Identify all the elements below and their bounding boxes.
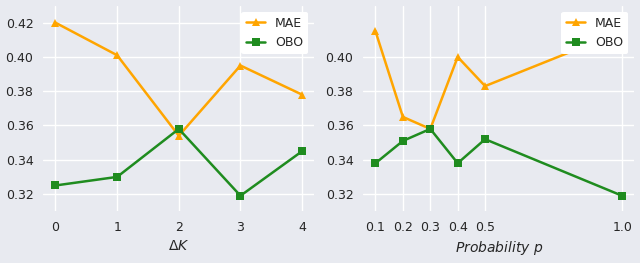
MAE [481, 84, 489, 88]
MAE [298, 93, 306, 96]
Line: OBO: OBO [371, 125, 627, 200]
Legend: MAE, OBO: MAE, OBO [561, 12, 628, 54]
Line: OBO: OBO [51, 125, 307, 200]
X-axis label: $\Delta K$: $\Delta K$ [168, 239, 189, 254]
Legend: MAE, OBO: MAE, OBO [241, 12, 308, 54]
OBO [618, 194, 626, 197]
MAE [618, 30, 626, 33]
MAE [175, 134, 182, 137]
MAE [454, 55, 461, 59]
Line: MAE: MAE [371, 27, 627, 133]
MAE [237, 64, 244, 67]
MAE [399, 115, 407, 119]
MAE [372, 30, 380, 33]
OBO [237, 194, 244, 197]
OBO [426, 127, 434, 130]
OBO [113, 175, 121, 179]
OBO [481, 138, 489, 141]
Line: MAE: MAE [51, 18, 307, 140]
OBO [298, 150, 306, 153]
OBO [175, 127, 182, 130]
OBO [399, 139, 407, 143]
X-axis label: Probability $p$: Probability $p$ [454, 239, 543, 257]
MAE [52, 21, 60, 24]
OBO [372, 161, 380, 165]
OBO [52, 184, 60, 187]
MAE [426, 127, 434, 130]
MAE [113, 54, 121, 57]
OBO [454, 161, 461, 165]
